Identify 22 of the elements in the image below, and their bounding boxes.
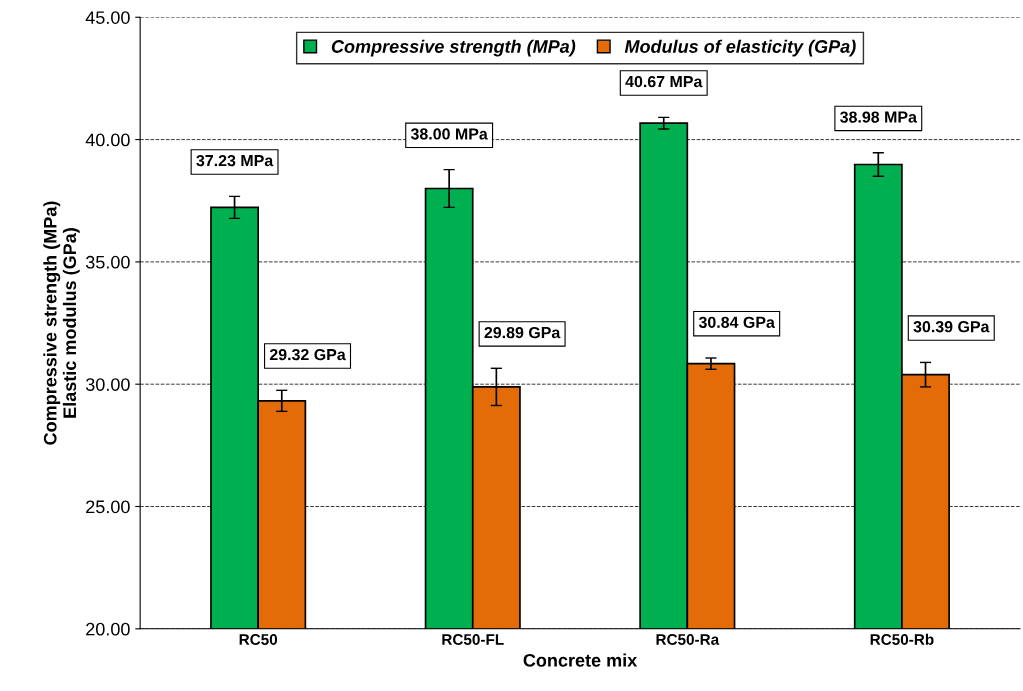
data-label: 40.67 MPa [625,75,703,88]
legend-label: Compressive strength (MPa) [331,39,576,57]
y-tick-label: 45.00 [85,11,130,24]
x-tick-label: RC50-Ra [656,634,720,645]
x-tick-label: RC50-Rb [870,633,934,645]
data-label: 38.98 MPa [840,111,918,123]
data-label: 38.00 MPa [410,128,488,140]
data-label: 30.39 GPa [913,321,990,333]
y-tick-label: 40.00 [85,133,130,147]
x-axis-title: Concrete mix [523,653,638,667]
y-tick-label: 30.00 [85,378,130,391]
legend-label: Modulus of elasticity (GPa) [624,39,856,57]
data-label: 29.89 GPa [484,326,561,339]
y-axis-title: Compressive strength (MPa) Elastic modulus (GPa) [43,201,80,445]
x-tick-label: RC50 [239,634,278,645]
y-tick-label: 20.00 [86,622,130,636]
y-tick-label: 35.00 [85,255,130,269]
data-label: 37.23 MPa [196,154,274,167]
y-tick-label: 25.00 [86,500,130,514]
data-label: 30.84 GPa [698,316,775,328]
data-label: 29.32 GPa [269,348,346,361]
x-tick-label: RC50-FL [442,634,504,645]
